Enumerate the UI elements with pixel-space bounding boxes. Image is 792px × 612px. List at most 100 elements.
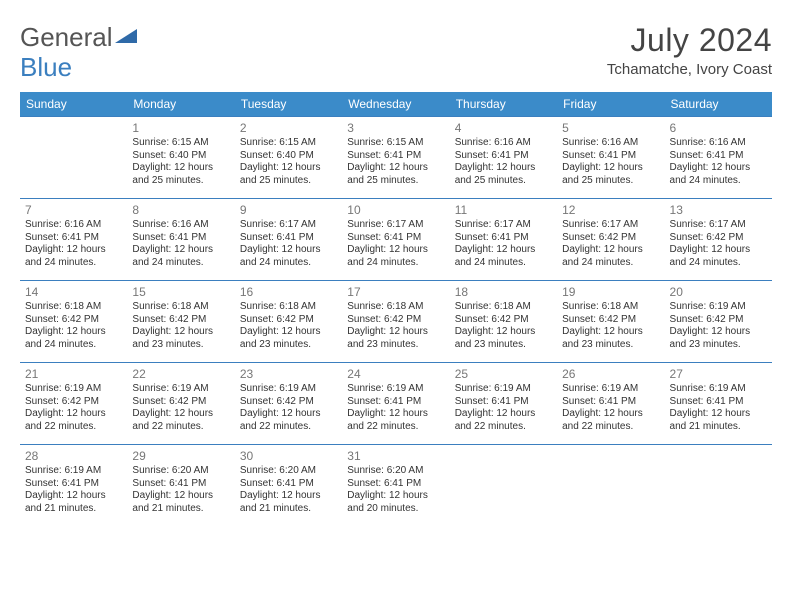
daylight-text: Daylight: 12 hours and 22 minutes. — [132, 408, 229, 433]
sunset-text: Sunset: 6:41 PM — [670, 150, 767, 163]
sunset-text: Sunset: 6:42 PM — [132, 314, 229, 327]
sunset-text: Sunset: 6:42 PM — [25, 314, 122, 327]
calendar-day-cell: 20Sunrise: 6:19 AMSunset: 6:42 PMDayligh… — [665, 281, 772, 363]
day-number: 27 — [670, 367, 767, 381]
daylight-text: Daylight: 12 hours and 24 minutes. — [240, 244, 337, 269]
weekday-header: Thursday — [450, 92, 557, 117]
day-number: 25 — [455, 367, 552, 381]
sunrise-text: Sunrise: 6:17 AM — [240, 219, 337, 232]
sunrise-text: Sunrise: 6:19 AM — [132, 383, 229, 396]
calendar-day-cell — [20, 117, 127, 199]
sunrise-text: Sunrise: 6:15 AM — [132, 137, 229, 150]
sunset-text: Sunset: 6:42 PM — [132, 396, 229, 409]
day-number: 12 — [562, 203, 659, 217]
sunrise-text: Sunrise: 6:19 AM — [347, 383, 444, 396]
sunrise-text: Sunrise: 6:20 AM — [132, 465, 229, 478]
sunrise-text: Sunrise: 6:19 AM — [455, 383, 552, 396]
logo-triangle-icon — [115, 27, 137, 45]
daylight-text: Daylight: 12 hours and 24 minutes. — [25, 326, 122, 351]
day-number: 18 — [455, 285, 552, 299]
sunset-text: Sunset: 6:41 PM — [455, 396, 552, 409]
sunset-text: Sunset: 6:42 PM — [240, 314, 337, 327]
day-number: 31 — [347, 449, 444, 463]
daylight-text: Daylight: 12 hours and 23 minutes. — [562, 326, 659, 351]
calendar-day-cell: 13Sunrise: 6:17 AMSunset: 6:42 PMDayligh… — [665, 199, 772, 281]
calendar-day-cell: 31 Sunrise: 6:20 AMSunset: 6:41 PMDayligh… — [342, 445, 449, 527]
daylight-text: Daylight: 12 hours and 20 minutes. — [347, 490, 444, 515]
calendar-week-row: 21Sunrise: 6:19 AMSunset: 6:42 PMDayligh… — [20, 363, 772, 445]
daylight-text: Daylight: 12 hours and 23 minutes. — [670, 326, 767, 351]
calendar-day-cell: 22 Sunrise: 6:19 AMSunset: 6:42 PMDayligh… — [127, 363, 234, 445]
sunrise-text: Sunrise: 6:16 AM — [670, 137, 767, 150]
calendar-day-cell: 16Sunrise: 6:18 AMSunset: 6:42 PMDayligh… — [235, 281, 342, 363]
daylight-text: Daylight: 12 hours and 23 minutes. — [132, 326, 229, 351]
day-number: 28 — [25, 449, 122, 463]
calendar-day-cell: 24Sunrise: 6:19 AMSunset: 6:41 PMDayligh… — [342, 363, 449, 445]
sunrise-text: Sunrise: 6:19 AM — [562, 383, 659, 396]
sunset-text: Sunset: 6:41 PM — [240, 232, 337, 245]
calendar-day-cell: 11Sunrise: 6:17 AMSunset: 6:41 PMDayligh… — [450, 199, 557, 281]
sunrise-text: Sunrise: 6:18 AM — [132, 301, 229, 314]
daylight-text: Daylight: 12 hours and 25 minutes. — [455, 162, 552, 187]
calendar-body: 1Sunrise: 6:15 AMSunset: 6:40 PMDaylight… — [20, 117, 772, 527]
sunset-text: Sunset: 6:41 PM — [347, 478, 444, 491]
weekday-header: Monday — [127, 92, 234, 117]
sunset-text: Sunset: 6:42 PM — [670, 232, 767, 245]
day-number: 15 — [132, 285, 229, 299]
daylight-text: Daylight: 12 hours and 21 minutes. — [670, 408, 767, 433]
day-number: 8 — [132, 203, 229, 217]
day-number: 6 — [670, 121, 767, 135]
day-number: 14 — [25, 285, 122, 299]
calendar-day-cell: 26Sunrise: 6:19 AMSunset: 6:41 PMDayligh… — [557, 363, 664, 445]
calendar-day-cell: 9Sunrise: 6:17 AMSunset: 6:41 PMDaylight… — [235, 199, 342, 281]
sunrise-text: Sunrise: 6:18 AM — [562, 301, 659, 314]
sunrise-text: Sunrise: 6:20 AM — [347, 465, 444, 478]
sunset-text: Sunset: 6:41 PM — [132, 478, 229, 491]
calendar-day-cell — [665, 445, 772, 527]
daylight-text: Daylight: 12 hours and 22 minutes. — [240, 408, 337, 433]
calendar-day-cell: 12Sunrise: 6:17 AMSunset: 6:42 PMDayligh… — [557, 199, 664, 281]
sunrise-text: Sunrise: 6:19 AM — [25, 383, 122, 396]
day-number: 23 — [240, 367, 337, 381]
calendar-day-cell: 29 Sunrise: 6:20 AMSunset: 6:41 PMDayligh… — [127, 445, 234, 527]
weekday-header: Tuesday — [235, 92, 342, 117]
weekday-header-row: SundayMondayTuesdayWednesdayThursdayFrid… — [20, 92, 772, 117]
sunset-text: Sunset: 6:41 PM — [240, 478, 337, 491]
day-number: 13 — [670, 203, 767, 217]
sunrise-text: Sunrise: 6:18 AM — [455, 301, 552, 314]
calendar-day-cell: 17Sunrise: 6:18 AMSunset: 6:42 PMDayligh… — [342, 281, 449, 363]
day-number: 21 — [25, 367, 122, 381]
logo-text-blue: Blue — [20, 52, 72, 82]
daylight-text: Daylight: 12 hours and 23 minutes. — [455, 326, 552, 351]
sunset-text: Sunset: 6:41 PM — [562, 150, 659, 163]
title-block: July 2024 Tchamatche, Ivory Coast — [607, 22, 772, 78]
daylight-text: Daylight: 12 hours and 21 minutes. — [132, 490, 229, 515]
sunset-text: Sunset: 6:42 PM — [240, 396, 337, 409]
daylight-text: Daylight: 12 hours and 24 minutes. — [670, 162, 767, 187]
weekday-header: Friday — [557, 92, 664, 117]
calendar-day-cell: 28Sunrise: 6:19 AMSunset: 6:41 PMDayligh… — [20, 445, 127, 527]
daylight-text: Daylight: 12 hours and 25 minutes. — [240, 162, 337, 187]
daylight-text: Daylight: 12 hours and 24 minutes. — [347, 244, 444, 269]
day-number: 29 — [132, 449, 229, 463]
day-number: 22 — [132, 367, 229, 381]
day-number: 30 — [240, 449, 337, 463]
location-label: Tchamatche, Ivory Coast — [607, 61, 772, 78]
sunset-text: Sunset: 6:41 PM — [25, 232, 122, 245]
sunrise-text: Sunrise: 6:18 AM — [240, 301, 337, 314]
calendar-table: SundayMondayTuesdayWednesdayThursdayFrid… — [20, 92, 772, 527]
calendar-day-cell: 25Sunrise: 6:19 AMSunset: 6:41 PMDayligh… — [450, 363, 557, 445]
daylight-text: Daylight: 12 hours and 24 minutes. — [455, 244, 552, 269]
calendar-day-cell: 2Sunrise: 6:15 AMSunset: 6:40 PMDaylight… — [235, 117, 342, 199]
calendar-day-cell — [450, 445, 557, 527]
calendar-day-cell: 27Sunrise: 6:19 AMSunset: 6:41 PMDayligh… — [665, 363, 772, 445]
sunrise-text: Sunrise: 6:20 AM — [240, 465, 337, 478]
daylight-text: Daylight: 12 hours and 25 minutes. — [132, 162, 229, 187]
daylight-text: Daylight: 12 hours and 25 minutes. — [562, 162, 659, 187]
day-number: 7 — [25, 203, 122, 217]
calendar-day-cell: 18Sunrise: 6:18 AMSunset: 6:42 PMDayligh… — [450, 281, 557, 363]
sunset-text: Sunset: 6:42 PM — [347, 314, 444, 327]
sunset-text: Sunset: 6:41 PM — [670, 396, 767, 409]
calendar-week-row: 28Sunrise: 6:19 AMSunset: 6:41 PMDayligh… — [20, 445, 772, 527]
daylight-text: Daylight: 12 hours and 24 minutes. — [670, 244, 767, 269]
